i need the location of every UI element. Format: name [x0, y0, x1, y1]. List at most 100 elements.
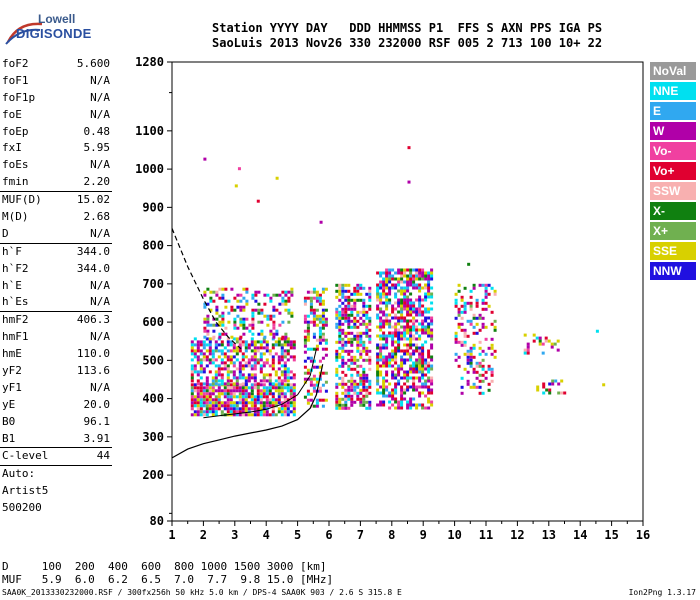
- echo-point: [376, 343, 380, 347]
- echo-point: [415, 346, 419, 350]
- echo-point: [347, 307, 351, 311]
- echo-point: [403, 301, 407, 305]
- echo-point: [385, 313, 389, 317]
- echo-point: [315, 377, 319, 381]
- echo-point: [338, 352, 342, 356]
- echo-point: [460, 385, 464, 389]
- echo-point: [350, 337, 354, 341]
- x-tick-label: 16: [636, 528, 650, 542]
- echo-point: [260, 308, 264, 312]
- echo-point: [350, 292, 354, 296]
- echo-point: [259, 392, 263, 396]
- echo-point: [205, 404, 209, 408]
- param-row: foF2 5.600: [0, 56, 112, 73]
- echo-point: [193, 395, 197, 399]
- echo-point: [536, 388, 540, 392]
- echo-point: [344, 283, 348, 287]
- echo-point: [457, 307, 461, 311]
- echo-point: [262, 376, 266, 380]
- echo-point: [250, 364, 254, 368]
- echo-point: [379, 319, 383, 323]
- echo-point: [224, 299, 228, 303]
- echo-point: [250, 407, 254, 411]
- echo-point: [193, 410, 197, 414]
- echo-point: [256, 349, 260, 353]
- echo-point: [238, 392, 242, 396]
- echo-point: [253, 410, 257, 414]
- echo-point: [205, 389, 209, 393]
- echo-point: [205, 395, 209, 399]
- echo-point: [407, 180, 411, 184]
- echo-point: [526, 348, 530, 352]
- x-tick-label: 12: [510, 528, 524, 542]
- echo-point: [203, 302, 207, 306]
- echo-point: [251, 332, 255, 336]
- param-row: fmin 2.20: [0, 174, 112, 193]
- echo-point: [424, 373, 428, 377]
- echo-point: [244, 386, 248, 390]
- echo-point: [251, 326, 255, 330]
- echo-point: [362, 379, 366, 383]
- echo-point: [421, 331, 425, 335]
- echo-point: [388, 382, 392, 386]
- param-value: 44: [96, 449, 110, 463]
- echo-point: [487, 367, 491, 371]
- echo-point: [457, 340, 461, 344]
- echo-point: [254, 299, 258, 303]
- echo-point: [391, 325, 395, 329]
- echo-point: [277, 355, 281, 359]
- y-tick-label: 1280: [135, 55, 164, 69]
- echo-point: [427, 277, 431, 281]
- echo-point: [253, 367, 257, 371]
- echo-point: [493, 289, 497, 293]
- echo-point: [400, 268, 404, 272]
- echo-point: [430, 274, 434, 278]
- echo-point: [466, 349, 470, 353]
- echo-point: [244, 379, 248, 383]
- echo-point: [250, 392, 254, 396]
- echo-point: [406, 274, 410, 278]
- echo-point: [385, 298, 389, 302]
- echo-point: [262, 337, 266, 341]
- echo-point: [359, 388, 363, 392]
- echo-point: [190, 367, 194, 371]
- echo-point: [269, 329, 273, 333]
- echo-point: [368, 361, 372, 365]
- echo-point: [344, 319, 348, 323]
- echo-point: [268, 373, 272, 377]
- x-tick-label: 14: [573, 528, 587, 542]
- echo-point: [353, 322, 357, 326]
- echo-point: [235, 376, 239, 380]
- echo-point: [478, 385, 482, 389]
- param-label: hmF2: [2, 313, 29, 327]
- echo-point: [350, 325, 354, 329]
- echo-point: [253, 404, 257, 408]
- echo-point: [347, 304, 351, 308]
- echo-point: [397, 373, 401, 377]
- param-value: N/A: [90, 330, 110, 344]
- echo-point: [412, 382, 416, 386]
- echo-point: [409, 268, 413, 272]
- echo-point: [280, 355, 284, 359]
- echo-point: [409, 337, 413, 341]
- echo-point: [344, 334, 348, 338]
- echo-point: [376, 403, 380, 407]
- echo-point: [391, 343, 395, 347]
- echo-point: [550, 342, 554, 346]
- echo-point: [211, 376, 215, 380]
- echo-point: [382, 403, 386, 407]
- echo-point: [376, 316, 380, 320]
- echo-point: [247, 392, 251, 396]
- echo-point: [409, 367, 413, 371]
- echo-point: [286, 337, 290, 341]
- echo-point: [318, 299, 322, 303]
- echo-point: [409, 340, 413, 344]
- echo-point: [335, 373, 339, 377]
- echo-point: [220, 358, 224, 362]
- echo-point: [272, 308, 276, 312]
- echo-point: [251, 320, 255, 324]
- echo-point: [532, 333, 536, 337]
- echo-point: [245, 290, 249, 294]
- echo-point: [268, 404, 272, 408]
- echo-point: [324, 317, 328, 321]
